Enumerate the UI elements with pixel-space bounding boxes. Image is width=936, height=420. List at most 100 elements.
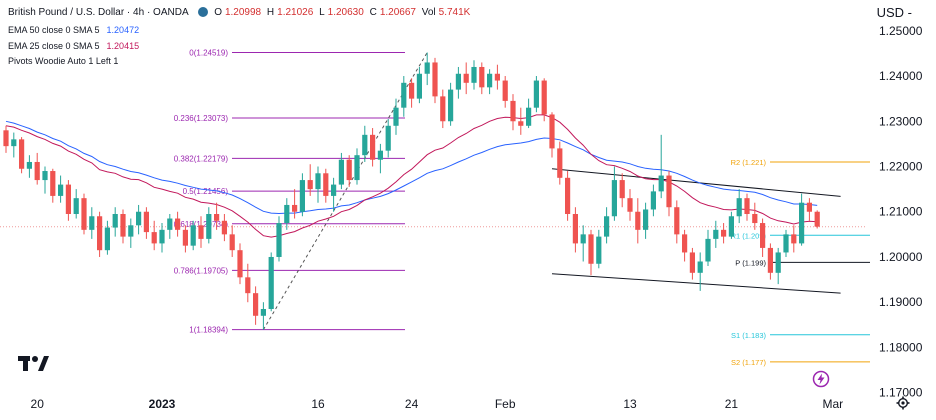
candle-body	[182, 229, 188, 246]
candle-body	[112, 214, 118, 228]
price-axis[interactable]: 1.25000 1.24000 1.23000 1.22000 1.21000 1.200…	[879, 24, 923, 400]
candle	[401, 76, 407, 117]
candle-body	[393, 107, 399, 126]
candle	[34, 152, 40, 185]
candle-body	[292, 204, 298, 212]
candle-body	[494, 73, 500, 81]
candle-body	[806, 202, 812, 212]
price-channel[interactable]	[551, 168, 841, 294]
candle	[315, 166, 321, 203]
currency-selector[interactable]: USD ‑	[877, 5, 912, 20]
time-tick-label: 24	[405, 397, 419, 411]
candle-body	[728, 216, 734, 237]
candle	[221, 214, 227, 242]
volume-label: Vol	[421, 7, 436, 18]
candle	[409, 78, 415, 108]
candle-body	[775, 252, 781, 273]
ohlc-close-label: C	[369, 7, 377, 18]
candle	[323, 168, 329, 203]
channel-upper-line	[551, 168, 841, 197]
candle-body	[276, 223, 282, 257]
candle	[697, 252, 703, 291]
pivots-legend[interactable]: Pivots Woodie Auto 1 Left 1	[8, 55, 121, 68]
candle	[604, 207, 610, 244]
market-status-icon	[198, 7, 209, 18]
candle-body	[26, 161, 32, 169]
candle	[650, 184, 656, 217]
candle-body	[432, 62, 438, 97]
ohlc-low-label: L	[319, 7, 325, 18]
candle-body	[198, 225, 204, 239]
currency-label: USD	[876, 5, 905, 20]
candle-body	[299, 180, 305, 212]
candle-body	[315, 173, 321, 190]
candle	[643, 202, 649, 239]
time-tick-label: Mar	[822, 397, 843, 411]
candle-body	[409, 82, 415, 99]
candle-body	[471, 66, 477, 83]
candle-body	[682, 234, 688, 253]
candle	[463, 62, 469, 95]
candle-body	[143, 211, 149, 233]
candle-body	[549, 114, 555, 149]
candle	[705, 229, 711, 267]
candle	[502, 76, 508, 108]
candle	[440, 89, 446, 129]
gear-icon[interactable]	[896, 396, 910, 410]
candle	[791, 225, 797, 253]
candle-body	[448, 89, 454, 122]
price-tick-label: 1.23000	[879, 114, 923, 128]
candle-body	[463, 73, 469, 83]
candle-body	[689, 252, 695, 273]
candle	[175, 211, 181, 237]
candle-body	[611, 180, 617, 217]
candle	[728, 211, 734, 239]
ema25-legend[interactable]: EMA 25 close 0 SMA 5 1.20415	[8, 40, 142, 53]
candle	[143, 207, 149, 239]
candle	[292, 189, 298, 219]
candle-body	[736, 198, 742, 217]
candle	[721, 223, 727, 244]
candle-body	[307, 180, 313, 190]
candle	[814, 210, 820, 229]
ema50-legend[interactable]: EMA 50 close 0 SMA 5 1.20472	[8, 24, 142, 37]
candle-body	[572, 214, 578, 244]
candle	[354, 148, 360, 185]
price-tick-label: 1.18000	[879, 340, 923, 354]
candle	[611, 166, 617, 221]
candle	[799, 193, 805, 246]
candle-body	[104, 227, 110, 251]
pivot-label: S2 (1.177)	[731, 358, 767, 367]
ohlc-high-value: 1.21026	[277, 7, 314, 18]
candle	[182, 225, 188, 253]
chevron-down-icon: ‑	[907, 5, 912, 20]
candle-body	[752, 214, 758, 224]
candle-body	[370, 134, 376, 160]
ohlc-open-value: 1.20998	[224, 7, 262, 18]
candle	[565, 171, 571, 221]
candle-body	[619, 180, 625, 199]
candle-body	[190, 225, 196, 246]
ema25-line	[5, 114, 818, 238]
candle	[393, 98, 399, 135]
ohlc-close-value: 1.20667	[379, 7, 416, 18]
candle	[229, 225, 235, 257]
ema25-value: 1.20415	[106, 41, 140, 51]
candle	[346, 155, 352, 187]
symbol-title[interactable]: British Pound / U.S. Dollar · 4h · OANDA	[8, 7, 189, 18]
candle-body	[666, 175, 672, 208]
fib-level-label: 0.5(1.21456)	[183, 187, 229, 196]
time-tick-label: 16	[311, 397, 325, 411]
candle	[619, 173, 625, 208]
candle-body	[377, 150, 383, 160]
candle	[206, 207, 212, 244]
candle	[260, 302, 266, 330]
time-axis[interactable]: 20 2023 16 24 Feb 13 21 Mar	[31, 397, 844, 411]
candle-body	[260, 309, 266, 316]
candle-body	[346, 159, 352, 181]
ema-lines	[5, 114, 818, 238]
pivot-label: R2 (1.221)	[731, 158, 767, 167]
lightning-icon[interactable]	[812, 370, 830, 388]
candle	[744, 193, 750, 221]
